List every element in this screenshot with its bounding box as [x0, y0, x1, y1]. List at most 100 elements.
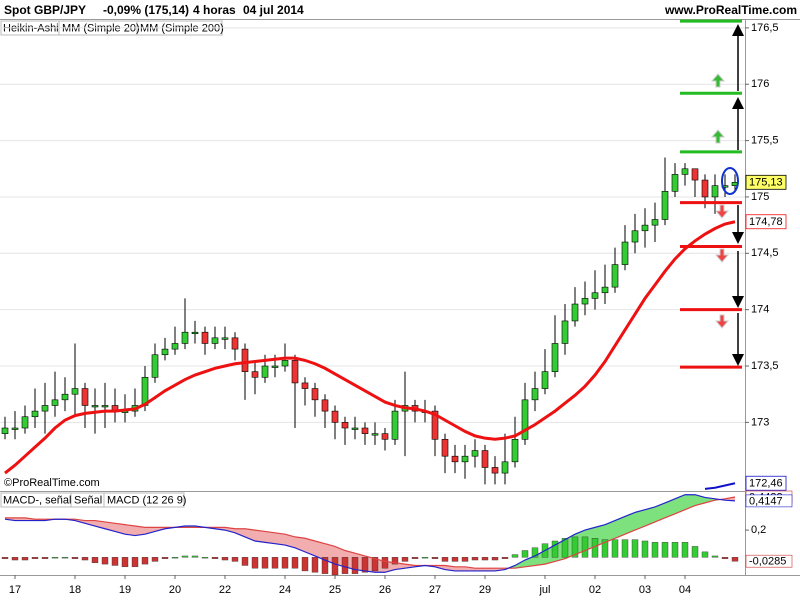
histogram-bar — [431, 557, 439, 559]
histogram-bar — [711, 555, 719, 558]
candle-body — [661, 191, 669, 220]
histogram-bar — [271, 557, 279, 569]
histogram-bar — [31, 557, 39, 559]
candle-body — [331, 410, 339, 423]
down-icon — [714, 204, 730, 219]
legend-macd: MACD (12 26 9) — [107, 494, 186, 506]
macd-fill — [655, 502, 665, 522]
candle-body — [311, 388, 319, 401]
macd-fill — [275, 532, 285, 546]
histogram-bar — [311, 557, 319, 573]
candle-body — [711, 185, 719, 198]
candle-body — [201, 331, 209, 344]
macd-fill — [625, 512, 635, 535]
candle-body — [491, 467, 499, 474]
candle-body — [651, 219, 659, 226]
histogram-bar — [191, 555, 199, 558]
candle-body — [561, 320, 569, 344]
candle-body — [21, 416, 29, 429]
candle-body — [551, 343, 559, 372]
histogram-bar — [241, 557, 249, 566]
price-marker-label: 174,78 — [749, 216, 783, 228]
x-tick-label: 02 — [589, 584, 601, 596]
y-tick-label: 174 — [751, 304, 769, 316]
histogram-bar — [661, 542, 669, 558]
legend-ma200: MM (Simple 200) — [140, 22, 224, 34]
highlight-circle — [721, 167, 739, 195]
candle-body — [61, 393, 69, 401]
candle-body — [91, 405, 99, 408]
candle-body — [601, 286, 609, 294]
histogram-bar — [1, 557, 9, 559]
histogram-bar — [211, 557, 219, 559]
macd-fill — [115, 523, 125, 535]
macd-fill — [395, 562, 405, 570]
candle-body — [621, 241, 629, 265]
histogram-bar — [561, 538, 569, 558]
histogram-bar — [11, 557, 19, 561]
candle-body — [341, 422, 349, 429]
histogram-bar — [111, 557, 119, 566]
candle-body — [31, 410, 39, 418]
x-tick-label: 25 — [329, 584, 341, 596]
candle-body — [291, 360, 299, 384]
histogram-bar — [171, 557, 179, 559]
candle-body — [51, 399, 59, 406]
candle-body — [691, 168, 699, 181]
candle-body — [371, 433, 379, 436]
up-icon — [710, 73, 726, 88]
histogram-bar — [671, 542, 679, 558]
y-tick-label: 176 — [751, 78, 769, 90]
histogram-bar — [511, 554, 519, 558]
x-tick-label: 26 — [379, 584, 391, 596]
candle-body — [251, 371, 259, 378]
macd-fill — [615, 516, 625, 539]
histogram-bar — [411, 557, 419, 559]
price-marker-label: 172,46 — [749, 478, 783, 490]
macd-marker-label: -0,0285 — [749, 556, 786, 568]
histogram-bar — [91, 557, 99, 563]
histogram-bar — [51, 557, 59, 559]
y-tick-label: 176,5 — [751, 22, 779, 34]
histogram-bar — [101, 557, 109, 565]
histogram-bar — [261, 557, 269, 569]
histogram-bar — [641, 540, 649, 558]
candle-body — [521, 399, 529, 440]
macd-fill — [265, 531, 275, 544]
candle-body — [391, 410, 399, 440]
histogram-bar — [321, 557, 329, 574]
legend-signal: Señal — [74, 494, 102, 506]
candle-body — [1, 427, 9, 434]
legend-heikin-ashi: Heikin-Ashi — [3, 22, 59, 34]
watermark: ©ProRealTime.com — [4, 477, 100, 489]
price-marker — [745, 214, 787, 230]
histogram-bar — [121, 557, 129, 568]
histogram-bar — [481, 557, 489, 561]
candle-body — [631, 230, 639, 243]
date: 04 jul 2014 — [243, 3, 304, 17]
candle-body — [271, 365, 279, 368]
macd-line — [4, 494, 736, 573]
legend-macd-hist: MACD-, señal — [3, 494, 71, 506]
candle-body — [191, 331, 199, 335]
histogram-bar — [381, 557, 389, 569]
histogram-bar — [391, 557, 399, 565]
candle-body — [701, 179, 709, 198]
moving-average — [704, 482, 736, 490]
macd-fill — [685, 494, 695, 510]
legend-ma20: MM (Simple 20) — [62, 22, 140, 34]
down-icon — [714, 248, 730, 263]
histogram-bar — [361, 557, 369, 573]
macd-fill — [255, 530, 265, 543]
candle-body — [581, 298, 589, 305]
histogram-bar — [341, 557, 349, 574]
x-tick-label: 24 — [279, 584, 291, 596]
x-tick-label: 18 — [69, 584, 81, 596]
candle-body — [151, 354, 159, 378]
histogram-bar — [301, 557, 309, 572]
histogram-bar — [571, 536, 579, 558]
histogram-bar — [231, 557, 239, 562]
histogram-bar — [531, 547, 539, 558]
histogram-bar — [81, 557, 89, 561]
histogram-bar — [651, 542, 659, 558]
